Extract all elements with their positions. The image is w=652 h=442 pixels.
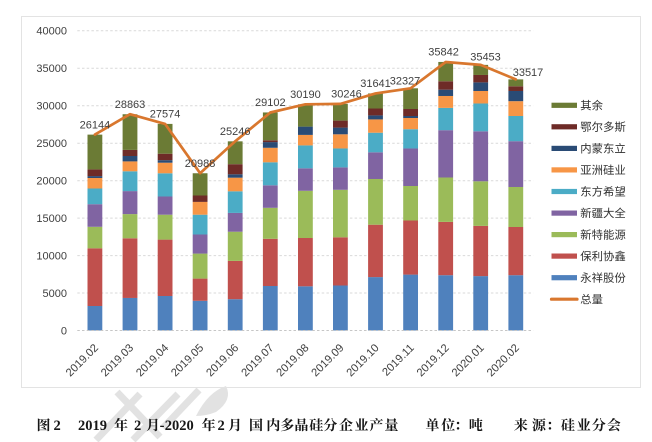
svg-text:25000: 25000: [36, 138, 67, 150]
svg-text:2: 2: [218, 418, 225, 434]
svg-text:30246: 30246: [331, 89, 362, 101]
svg-text:30190: 30190: [290, 89, 321, 101]
svg-text:29102: 29102: [255, 97, 286, 109]
svg-text:30000: 30000: [36, 101, 67, 113]
svg-text:35000: 35000: [36, 63, 67, 75]
svg-text:10000: 10000: [36, 251, 67, 263]
svg-text:32327: 32327: [390, 76, 421, 88]
svg-text:-: -: [160, 418, 165, 434]
svg-text:25246: 25246: [220, 126, 251, 138]
svg-text:5000: 5000: [43, 288, 67, 300]
svg-text:35453: 35453: [470, 52, 501, 64]
svg-text:2: 2: [54, 418, 61, 434]
svg-text:15000: 15000: [36, 213, 67, 225]
svg-text:2: 2: [134, 418, 141, 434]
svg-text:35842: 35842: [428, 47, 459, 59]
svg-text:20000: 20000: [36, 176, 67, 188]
svg-text:28863: 28863: [115, 99, 146, 111]
svg-text:26144: 26144: [80, 119, 111, 131]
svg-text:40000: 40000: [36, 26, 67, 38]
svg-text:0: 0: [61, 325, 67, 337]
svg-text:20988: 20988: [185, 158, 216, 170]
svg-text:31641: 31641: [360, 78, 391, 90]
svg-text:33517: 33517: [513, 67, 544, 79]
svg-text:27574: 27574: [150, 109, 181, 121]
svg-text:2019: 2019: [78, 418, 107, 434]
svg-text:2020: 2020: [165, 418, 194, 434]
